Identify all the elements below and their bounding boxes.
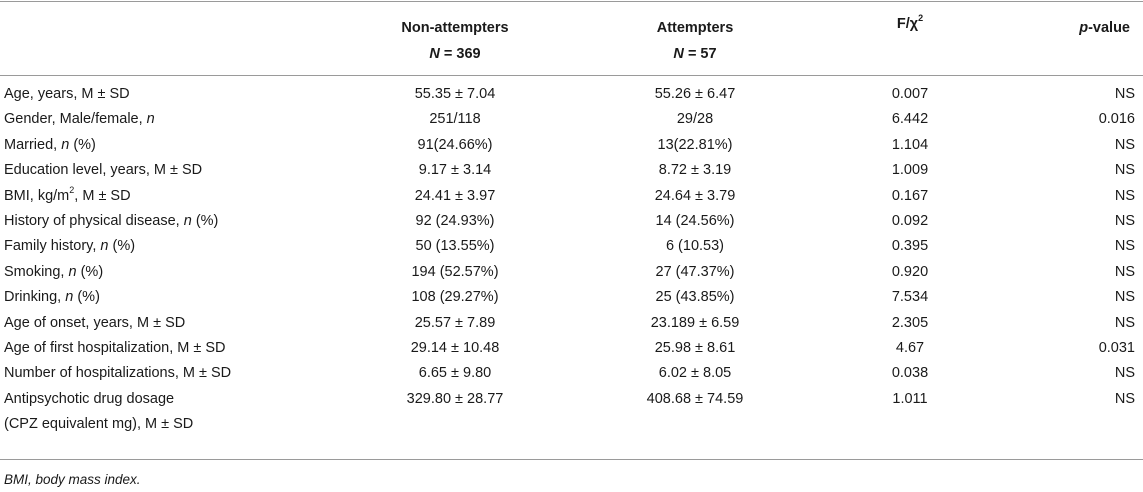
attempters-value: 13(22.81%) [657,136,733,153]
row-label: History of physical disease, n (%) [4,212,219,229]
f-chi2-value: 1.009 [891,162,929,179]
non-attempters-value: 251/118 [429,111,481,128]
table-body: Age, years, M ± SD 55.35 ± 7.04 55.26 ± 6.… [0,82,1143,437]
attempters-value: 6.02 ± 8.05 [658,365,732,382]
f-chi2-value: 2.305 [891,314,929,331]
non-attempters-value: 108 (29.27%) [411,289,499,306]
f-chi2-value: 7.534 [891,289,929,306]
row-label: Education level, years, M ± SD [4,162,203,179]
p-value: NS [1114,162,1135,179]
row-label: Gender, Male/female, n [4,111,155,128]
non-attempters-value: 92 (24.93%) [415,212,495,229]
table-row: Education level, years, M ± SD 9.17 ± 3.1… [0,158,1143,183]
row-label: Smoking, n (%) [4,263,104,280]
f-chi2-value: 0.007 [891,86,929,102]
row-label: Antipsychotic drug dosage (CPZ equivalent… [4,390,194,433]
attempters-value: 29/28 [676,111,714,128]
row-label: Drinking, n (%) [4,289,100,306]
table-row: History of physical disease, n (%) 92 (24… [0,209,1143,234]
header-p-value: p-value [1079,20,1130,36]
header-attempters: Attempters N = 57 [600,19,790,63]
p-value: NS [1114,136,1135,153]
header-non-attempters: Non-attempters N = 369 [360,19,550,63]
header-f-chi2: F/χ2 [896,13,924,32]
table-bottom-rule [0,459,1143,460]
p-value: NS [1114,187,1135,204]
p-value: NS [1114,86,1135,102]
header-non-attempters-n: N = 369 [429,46,481,62]
f-chi2-value: 0.038 [891,365,929,382]
attempters-value: 6 (10.53) [665,238,725,255]
p-value: NS [1114,314,1135,331]
p-value: NS [1114,238,1135,255]
row-label: Family history, n (%) [4,238,136,255]
table-row: Smoking, n (%) 194 (52.57%) 27 (47.37%) 0.9… [0,260,1143,285]
f-chi2-value: 0.395 [891,238,929,255]
f-chi2-value: 6.442 [891,111,929,128]
p-value: NS [1114,390,1135,407]
non-attempters-value: 194 (52.57%) [411,263,499,280]
table-row: Married, n (%) 91(24.66%) 13(22.81%) 1.104 N… [0,133,1143,158]
table-row: Antipsychotic drug dosage (CPZ equivalent… [0,387,1143,437]
attempters-value: 8.72 ± 3.19 [658,162,732,179]
p-value: NS [1114,365,1135,382]
f-chi2-value: 0.167 [891,187,929,204]
non-attempters-value: 50 (13.55%) [415,238,495,255]
table-row: BMI, kg/m2, M ± SD 24.41 ± 3.97 24.64 ± 3.… [0,184,1143,209]
f-chi2-value: 1.011 [892,390,928,407]
row-label: Number of hospitalizations, M ± SD [4,365,232,382]
attempters-value: 25 (43.85%) [655,289,735,306]
attempters-value: 55.26 ± 6.47 [654,86,736,102]
p-value: 0.016 [1098,111,1135,128]
f-chi2-value: 1.104 [891,136,929,153]
attempters-value: 408.68 ± 74.59 [646,390,744,407]
non-attempters-value: 91(24.66%) [417,136,493,153]
table-footnote: BMI, body mass index. [4,472,141,487]
table-row: Family history, n (%) 50 (13.55%) 6 (10.53… [0,234,1143,259]
non-attempters-value: 24.41 ± 3.97 [414,187,496,204]
non-attempters-value: 55.35 ± 7.04 [414,86,496,102]
attempters-value: 14 (24.56%) [655,212,735,229]
non-attempters-value: 9.17 ± 3.14 [418,162,492,179]
non-attempters-value: 29.14 ± 10.48 [410,339,500,356]
table-row: Age of onset, years, M ± SD 25.57 ± 7.89 2… [0,311,1143,336]
row-label: BMI, kg/m2, M ± SD [4,184,131,204]
p-value: NS [1114,212,1135,229]
row-label: Age of first hospitalization, M ± SD [4,339,226,356]
row-label: Age, years, M ± SD [4,86,130,102]
non-attempters-value: 6.65 ± 9.80 [418,365,492,382]
header-attempters-n: N = 57 [673,46,717,62]
header-divider-rule [0,75,1143,76]
f-chi2-value: 0.920 [891,263,929,280]
table-row: Number of hospitalizations, M ± SD 6.65 ±… [0,361,1143,386]
table-row: Gender, Male/female, n 251/118 29/28 6.442 0… [0,107,1143,132]
p-value: NS [1114,263,1135,280]
row-label: Age of onset, years, M ± SD [4,314,186,331]
table-row: Drinking, n (%) 108 (29.27%) 25 (43.85%) 7.… [0,285,1143,310]
non-attempters-value: 25.57 ± 7.89 [414,314,496,331]
table-row: Age of first hospitalization, M ± SD 29.1… [0,336,1143,361]
f-chi2-value: 0.092 [891,212,929,229]
f-chi2-value: 4.67 [895,339,925,356]
table-top-rule [0,1,1143,2]
attempters-value: 25.98 ± 8.61 [654,339,736,356]
attempters-value: 24.64 ± 3.79 [654,187,736,204]
non-attempters-value: 329.80 ± 28.77 [406,390,504,407]
attempters-value: 27 (47.37%) [655,263,735,280]
attempters-value: 23.189 ± 6.59 [650,314,740,331]
p-value: NS [1114,289,1135,306]
p-value: 0.031 [1098,339,1135,356]
row-label: Married, n (%) [4,136,96,153]
table-row: Age, years, M ± SD 55.35 ± 7.04 55.26 ± 6.… [0,82,1143,107]
